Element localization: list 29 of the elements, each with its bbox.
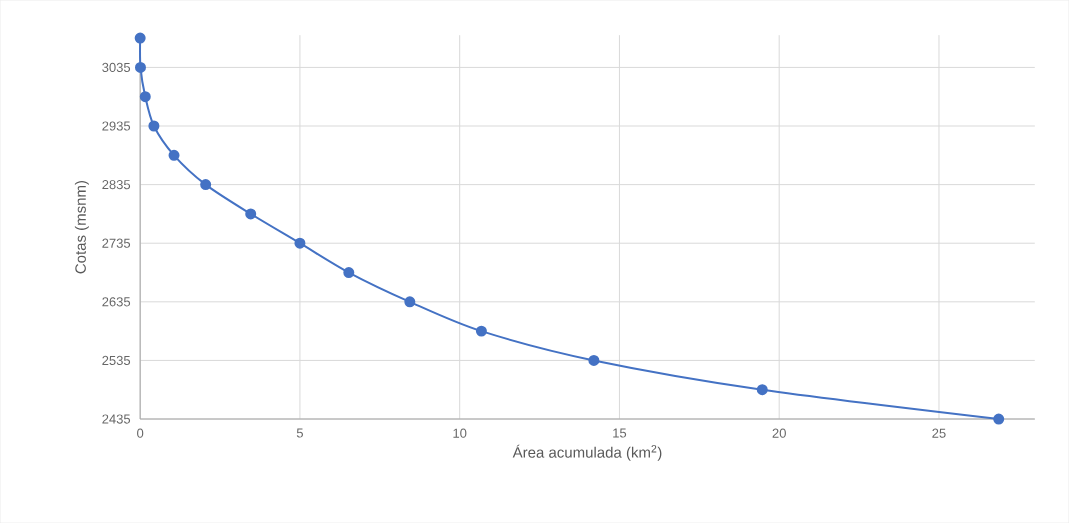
point (756, 384, 768, 396)
point (343, 266, 355, 278)
point (200, 179, 212, 191)
x-axis-title: Área acumulada (km$^{2}$) (512, 444, 662, 461)
point (168, 149, 180, 161)
x-tick-label: 10 (453, 428, 467, 438)
y-tick-label: 2435 (102, 414, 131, 424)
y-tick-label: 2635 (102, 297, 131, 307)
x-tick-label: 0 (137, 428, 144, 438)
y-tick-label: 3035 (102, 62, 131, 72)
x-tick-label: 15 (613, 428, 627, 438)
point (294, 237, 306, 249)
point (245, 208, 257, 220)
point (139, 91, 151, 103)
x-tick-label: 25 (932, 428, 946, 438)
y-tick-label: 2735 (102, 238, 131, 248)
y-tick-label: 2835 (102, 179, 131, 190)
y-tick-label: 2535 (102, 355, 131, 365)
x-tick-label: 20 (772, 428, 786, 438)
point (134, 61, 146, 73)
point (134, 32, 146, 44)
point (404, 296, 416, 308)
y-axis-title: Cotas (msnm) (74, 180, 89, 274)
point (993, 413, 1005, 425)
y-tick-label: 2935 (102, 121, 131, 131)
point (588, 354, 600, 366)
point (148, 120, 160, 132)
x-tick-label: 5 (296, 428, 303, 438)
point (475, 325, 487, 337)
